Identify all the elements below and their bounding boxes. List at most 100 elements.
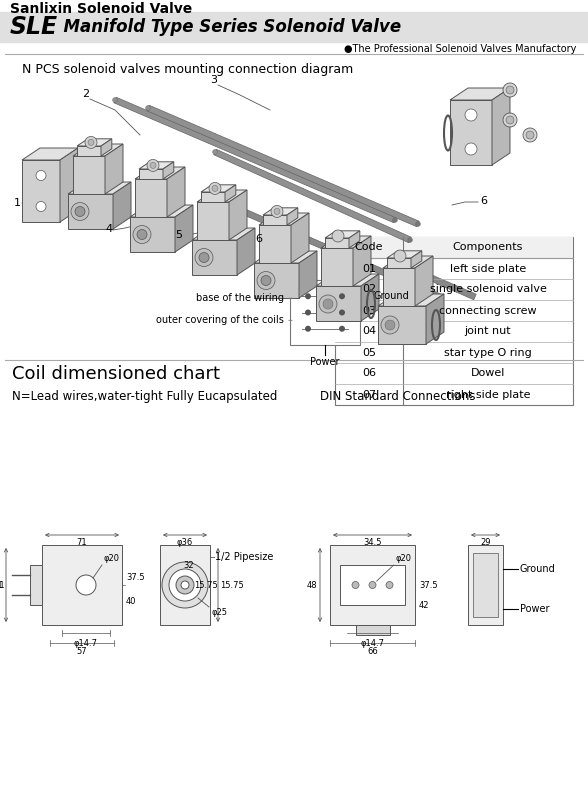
Polygon shape — [163, 162, 174, 179]
Polygon shape — [378, 294, 444, 306]
Text: 4: 4 — [105, 224, 112, 234]
Polygon shape — [259, 213, 309, 225]
Bar — [356, 625, 389, 634]
Circle shape — [71, 202, 89, 221]
Circle shape — [36, 170, 46, 181]
Text: 3: 3 — [210, 75, 217, 85]
Polygon shape — [147, 106, 419, 226]
Polygon shape — [22, 160, 60, 222]
Text: 15.75: 15.75 — [220, 581, 244, 590]
Circle shape — [339, 294, 345, 299]
Polygon shape — [263, 215, 287, 225]
Polygon shape — [73, 144, 123, 156]
Text: φ20: φ20 — [104, 554, 120, 563]
Polygon shape — [130, 217, 175, 252]
Circle shape — [181, 581, 189, 589]
Text: 71: 71 — [76, 538, 87, 547]
Circle shape — [133, 226, 151, 243]
Polygon shape — [77, 138, 112, 146]
Polygon shape — [411, 250, 422, 268]
Text: connecting screw: connecting screw — [439, 306, 537, 315]
Circle shape — [506, 86, 514, 94]
Circle shape — [305, 326, 311, 332]
Text: 40: 40 — [126, 597, 136, 606]
Polygon shape — [316, 274, 379, 286]
Polygon shape — [68, 194, 113, 229]
Circle shape — [169, 569, 201, 601]
Polygon shape — [22, 148, 78, 160]
Polygon shape — [114, 98, 396, 222]
Text: 6: 6 — [255, 234, 262, 244]
Polygon shape — [192, 240, 237, 275]
Bar — [335, 237, 573, 258]
Circle shape — [339, 310, 345, 315]
Circle shape — [209, 182, 221, 194]
Polygon shape — [254, 251, 317, 263]
Circle shape — [503, 83, 517, 97]
Text: Ground: Ground — [520, 564, 556, 574]
Circle shape — [147, 159, 159, 171]
Polygon shape — [316, 286, 361, 321]
Text: φ14.7: φ14.7 — [360, 639, 385, 648]
Text: φ25: φ25 — [211, 608, 227, 617]
Bar — [473, 553, 498, 617]
Text: 37.5: 37.5 — [126, 573, 145, 582]
Circle shape — [213, 150, 218, 154]
Polygon shape — [209, 194, 441, 300]
Bar — [340, 565, 405, 605]
Text: Sanlixin Solenoid Valve: Sanlixin Solenoid Valve — [10, 2, 192, 16]
Text: outer covering of the coils: outer covering of the coils — [156, 315, 284, 326]
Text: DIN Standard Connections: DIN Standard Connections — [320, 390, 476, 403]
Polygon shape — [325, 238, 349, 248]
Text: 03: 03 — [362, 306, 376, 315]
Circle shape — [212, 186, 218, 191]
Circle shape — [274, 208, 280, 214]
Polygon shape — [383, 256, 433, 268]
Circle shape — [162, 562, 208, 608]
Polygon shape — [135, 167, 185, 179]
Text: 71: 71 — [0, 581, 3, 590]
Polygon shape — [192, 228, 255, 240]
Polygon shape — [450, 100, 492, 165]
Bar — [330, 545, 415, 625]
Circle shape — [332, 230, 344, 242]
Circle shape — [323, 299, 333, 309]
Text: N PCS solenoid valves mounting connection diagram: N PCS solenoid valves mounting connectio… — [22, 63, 353, 76]
Text: 37.5: 37.5 — [419, 581, 437, 590]
Polygon shape — [450, 88, 510, 100]
Text: 15.75: 15.75 — [194, 581, 218, 590]
Circle shape — [523, 128, 537, 142]
Polygon shape — [77, 146, 101, 156]
Polygon shape — [197, 202, 229, 240]
Polygon shape — [321, 236, 371, 248]
Polygon shape — [378, 306, 426, 344]
Circle shape — [465, 109, 477, 121]
Circle shape — [137, 230, 147, 239]
Circle shape — [305, 310, 311, 315]
Text: φ36: φ36 — [177, 538, 193, 547]
Text: 6: 6 — [480, 196, 487, 206]
Text: Power: Power — [520, 604, 550, 614]
Text: 2: 2 — [82, 89, 89, 99]
Polygon shape — [175, 205, 193, 252]
Text: Coil dimensioned chart: Coil dimensioned chart — [12, 365, 220, 383]
Text: star type O ring: star type O ring — [444, 347, 532, 358]
Polygon shape — [415, 256, 433, 306]
Circle shape — [88, 139, 94, 146]
Polygon shape — [229, 190, 247, 240]
Circle shape — [176, 576, 194, 594]
Circle shape — [261, 275, 271, 286]
Circle shape — [319, 295, 337, 313]
Polygon shape — [201, 192, 225, 202]
Polygon shape — [361, 274, 379, 321]
Text: 5: 5 — [175, 230, 182, 240]
Circle shape — [369, 582, 376, 589]
Polygon shape — [259, 225, 291, 263]
Circle shape — [199, 253, 209, 262]
Polygon shape — [135, 179, 167, 217]
Text: 01: 01 — [362, 263, 376, 274]
Polygon shape — [214, 150, 411, 242]
Polygon shape — [387, 258, 411, 268]
Text: Dowel: Dowel — [471, 369, 505, 378]
Circle shape — [257, 271, 275, 290]
